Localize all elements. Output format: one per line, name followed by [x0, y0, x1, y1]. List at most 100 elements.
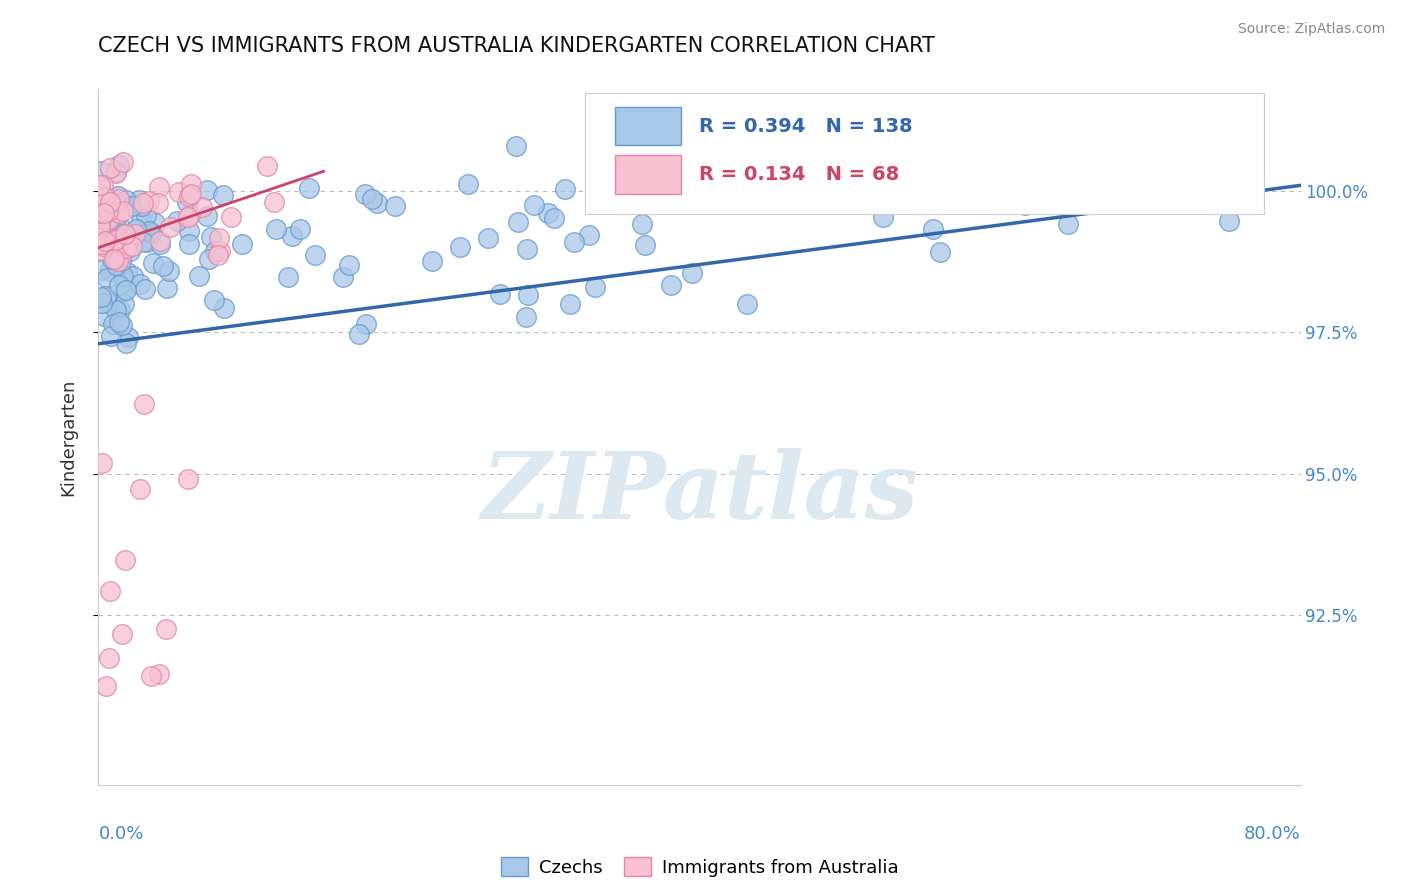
Point: [146, 195, 169, 210]
Point: [89, 206, 111, 220]
Point: [922, 221, 945, 235]
Point: [384, 199, 406, 213]
Point: [420, 254, 443, 268]
Point: [214, 301, 236, 315]
Point: [114, 552, 136, 566]
Point: [108, 158, 131, 172]
Point: [177, 236, 200, 251]
Point: [505, 138, 527, 153]
Point: [98, 583, 121, 598]
Point: [90, 210, 112, 224]
Point: [1147, 189, 1170, 203]
Point: [91, 457, 114, 471]
Point: [928, 245, 950, 260]
Point: [148, 666, 170, 681]
Point: [131, 199, 153, 213]
Point: [96, 270, 118, 285]
Point: [94, 289, 117, 303]
Point: [97, 212, 120, 227]
Point: [304, 247, 326, 261]
Point: [96, 201, 118, 215]
Point: [115, 241, 138, 255]
Point: [114, 275, 136, 289]
Point: [515, 310, 537, 325]
Point: [976, 193, 998, 207]
Point: [477, 231, 499, 245]
Point: [543, 211, 565, 225]
Point: [208, 244, 231, 259]
Point: [97, 219, 120, 234]
Point: [180, 178, 202, 192]
Point: [107, 231, 129, 245]
Point: [111, 221, 134, 235]
Point: [107, 254, 129, 268]
Point: [89, 215, 111, 229]
Point: [155, 622, 177, 636]
Point: [219, 210, 242, 224]
Point: [90, 219, 112, 233]
Point: [129, 277, 152, 292]
Point: [108, 315, 131, 329]
Point: [107, 277, 129, 292]
Point: [112, 203, 135, 218]
Point: [176, 195, 198, 210]
Point: [89, 231, 111, 245]
Point: [180, 187, 202, 202]
Point: [578, 227, 600, 242]
Point: [124, 227, 146, 241]
Point: [105, 249, 128, 263]
Text: R = 0.394   N = 138: R = 0.394 N = 138: [700, 117, 912, 136]
Point: [122, 268, 145, 283]
Text: CZECH VS IMMIGRANTS FROM AUSTRALIA KINDERGARTEN CORRELATION CHART: CZECH VS IMMIGRANTS FROM AUSTRALIA KINDE…: [98, 36, 935, 55]
Point: [560, 297, 582, 311]
Point: [841, 138, 863, 153]
Point: [117, 265, 139, 279]
Point: [134, 397, 156, 411]
Point: [104, 258, 127, 272]
Point: [457, 177, 479, 191]
Point: [98, 194, 121, 209]
Point: [108, 302, 131, 317]
Point: [361, 192, 384, 206]
Point: [166, 214, 188, 228]
FancyBboxPatch shape: [616, 155, 682, 194]
Point: [1218, 214, 1240, 228]
Point: [661, 194, 683, 208]
Point: [120, 244, 142, 258]
Point: [177, 211, 200, 225]
Point: [1130, 194, 1153, 208]
Point: [1102, 138, 1125, 153]
Legend: Czechs, Immigrants from Australia: Czechs, Immigrants from Australia: [494, 850, 905, 884]
Point: [630, 217, 652, 231]
Point: [128, 482, 150, 496]
Point: [179, 208, 201, 222]
Point: [583, 280, 606, 294]
Text: R = 0.134   N = 68: R = 0.134 N = 68: [700, 165, 900, 185]
Point: [506, 215, 529, 229]
Point: [107, 192, 129, 206]
Point: [97, 204, 120, 219]
Point: [90, 263, 112, 277]
Point: [107, 206, 129, 220]
Point: [89, 219, 111, 233]
Point: [143, 217, 166, 231]
Point: [121, 199, 143, 213]
Point: [195, 183, 218, 197]
Point: [125, 221, 148, 235]
Point: [103, 252, 125, 266]
Point: [288, 221, 311, 235]
Point: [337, 258, 360, 272]
Point: [121, 239, 143, 253]
Point: [89, 205, 111, 219]
Point: [132, 196, 155, 211]
Point: [101, 318, 124, 332]
Point: [298, 180, 321, 194]
Point: [681, 266, 703, 280]
Point: [256, 159, 278, 173]
Point: [347, 326, 370, 341]
Point: [100, 329, 122, 343]
Point: [135, 208, 157, 222]
Point: [90, 164, 112, 178]
Point: [198, 252, 221, 266]
Point: [93, 206, 115, 220]
